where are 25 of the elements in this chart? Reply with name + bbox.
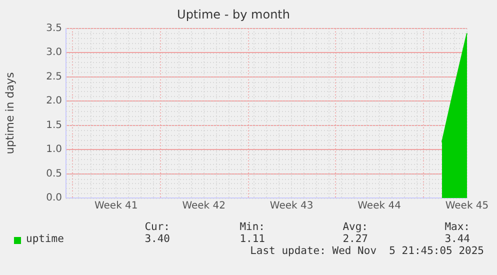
y-tick-label: 1.5 [46,120,62,131]
y-tick-label: 0.5 [46,168,62,180]
text: 2.27 [342,233,368,245]
text: 1.11 [240,233,265,245]
text: 3.40 [144,233,170,245]
text: Min: [240,221,265,233]
y-tick-label: 3.5 [46,22,62,34]
y-tick-label: 2.5 [46,71,62,82]
x-tick-label: Week 43 [270,200,314,212]
x-tick-label: Week 45 [445,200,489,212]
text: 3.44 [444,233,470,245]
text: Cur: [144,221,170,233]
x-tick-label: Week 42 [182,200,226,212]
y-axis-title: uptime in days [3,72,16,154]
x-tick-label: Week 44 [358,200,401,212]
y-tick-label: 3.0 [46,47,62,58]
y-tick-label: 2.0 [46,96,62,107]
chart-title: Uptime - by month [177,7,290,22]
text: Last update: Wed Nov 5 21:45:05 2025 [250,245,484,257]
legend-label: uptime [26,233,64,245]
y-tick-label: 1.0 [46,144,62,156]
text: Max: [444,221,470,233]
text: Avg: [342,221,368,233]
y-tick-label: 0.0 [46,192,62,204]
x-tick-label: Week 41 [94,200,138,212]
